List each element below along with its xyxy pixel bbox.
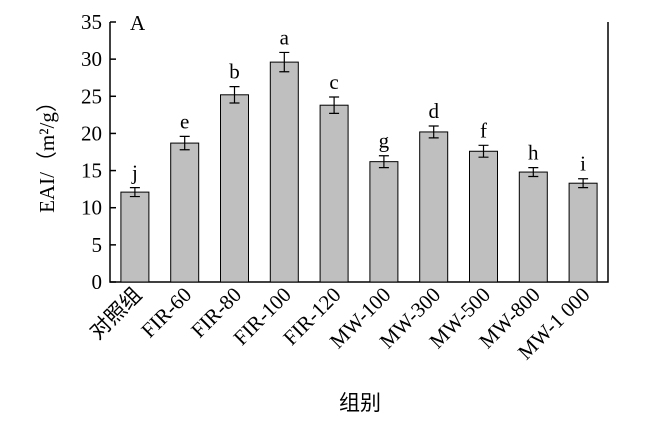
error-bar xyxy=(478,144,489,158)
bar xyxy=(120,191,150,283)
error-bar xyxy=(279,51,290,73)
y-tick-label: 10 xyxy=(81,196,102,220)
error-bar xyxy=(129,187,140,198)
significance-letter: a xyxy=(280,25,290,49)
error-bar xyxy=(179,135,190,151)
bar xyxy=(269,61,299,283)
error-bar xyxy=(578,178,589,189)
bar xyxy=(518,171,548,283)
bar xyxy=(469,150,498,283)
significance-letter: j xyxy=(131,161,138,185)
error-bar xyxy=(378,155,389,169)
significance-letter: i xyxy=(580,152,586,176)
bar xyxy=(220,94,249,283)
y-tick-label: 15 xyxy=(81,159,102,183)
bar xyxy=(419,131,449,283)
bar xyxy=(369,161,399,283)
significance-letter: b xyxy=(229,60,240,84)
bar xyxy=(319,104,349,283)
axis-frame xyxy=(109,22,609,283)
y-tick-label: 0 xyxy=(92,270,103,294)
y-tick-label: 30 xyxy=(81,47,102,71)
significance-letter: f xyxy=(480,118,487,142)
y-axis-label: EAI/（m²/g） xyxy=(35,91,59,213)
significance-letter: h xyxy=(528,141,539,165)
x-axis-label: 组别 xyxy=(339,391,381,415)
x-tick-label: FIR-60 xyxy=(136,283,196,343)
bar xyxy=(170,142,200,283)
error-bar xyxy=(329,96,340,114)
y-tick-label: 35 xyxy=(81,10,102,34)
panel-label: A xyxy=(130,11,146,35)
error-bar xyxy=(528,167,539,178)
significance-letter: g xyxy=(379,129,390,153)
y-tick-label: 5 xyxy=(92,233,103,257)
error-bar xyxy=(229,86,240,104)
y-tick-label: 20 xyxy=(81,121,102,145)
significance-letter: d xyxy=(428,99,439,123)
y-tick-label: 25 xyxy=(81,84,102,108)
error-bar xyxy=(428,125,439,139)
bar xyxy=(568,182,598,283)
significance-letter: e xyxy=(180,109,189,133)
significance-letter: c xyxy=(329,70,338,94)
